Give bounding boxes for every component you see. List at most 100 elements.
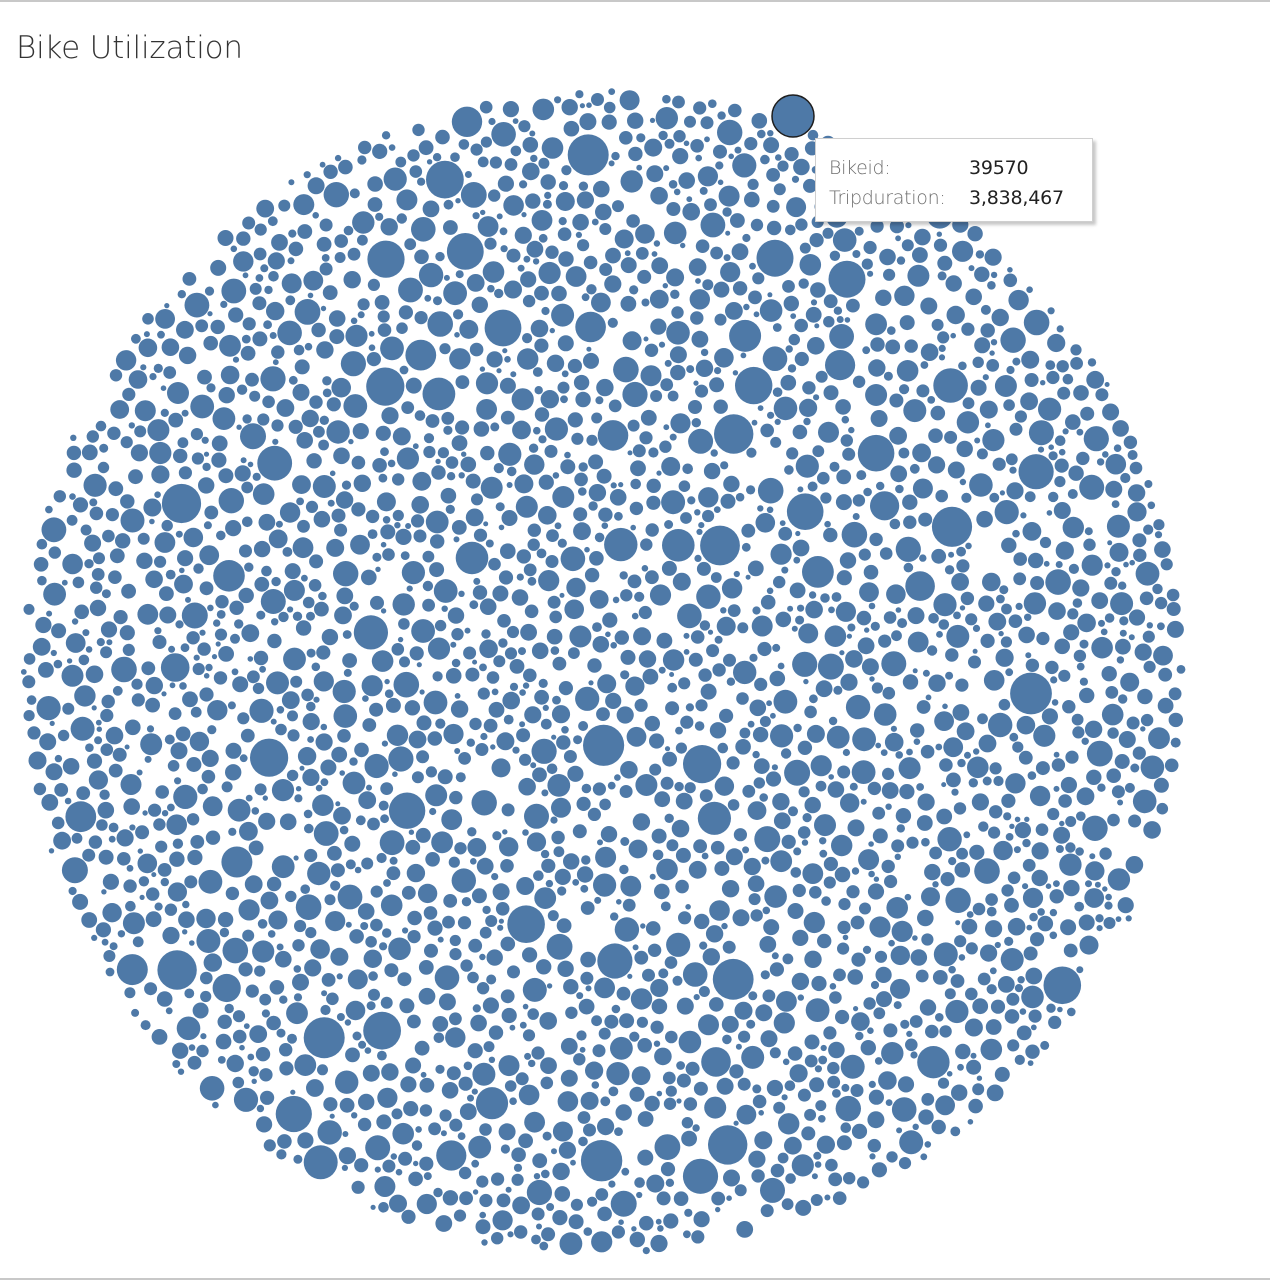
bubble[interactable] — [95, 922, 111, 938]
bubble[interactable] — [738, 1030, 751, 1043]
bubble[interactable] — [649, 873, 656, 880]
bubble[interactable] — [1022, 858, 1036, 872]
bubble[interactable] — [972, 356, 984, 368]
bubble[interactable] — [161, 338, 180, 357]
bubble[interactable] — [1140, 726, 1146, 732]
bubble[interactable] — [667, 390, 679, 402]
bubble[interactable] — [732, 909, 750, 927]
bubble[interactable] — [1118, 581, 1127, 590]
bubble[interactable] — [784, 1136, 802, 1155]
bubble[interactable] — [608, 88, 616, 95]
bubble[interactable] — [897, 1076, 915, 1093]
bubble[interactable] — [51, 816, 65, 830]
bubble[interactable] — [662, 1071, 676, 1085]
bubble[interactable] — [968, 265, 975, 272]
bubble[interactable] — [906, 748, 913, 756]
bubble[interactable] — [367, 197, 383, 212]
bubble[interactable] — [252, 331, 268, 347]
bubble[interactable] — [499, 377, 516, 394]
bubble[interactable] — [336, 1013, 345, 1021]
bubble[interactable] — [1076, 451, 1090, 466]
bubble[interactable] — [1043, 560, 1050, 567]
bubble[interactable] — [956, 440, 973, 458]
bubble[interactable] — [805, 306, 822, 323]
bubble[interactable] — [224, 1003, 234, 1014]
bubble[interactable] — [583, 255, 598, 270]
bubble[interactable] — [707, 629, 714, 635]
bubble[interactable] — [419, 1077, 435, 1093]
bubble[interactable] — [203, 521, 212, 530]
bubble[interactable] — [177, 1068, 185, 1075]
bubble[interactable] — [749, 262, 756, 270]
bubble[interactable] — [898, 1157, 912, 1170]
bubble[interactable] — [277, 320, 302, 346]
bubble[interactable] — [334, 252, 346, 263]
bubble[interactable] — [68, 886, 77, 896]
bubble[interactable] — [454, 842, 467, 855]
bubble[interactable] — [546, 354, 565, 372]
bubble[interactable] — [607, 781, 616, 790]
bubble[interactable] — [192, 1002, 209, 1019]
bubble[interactable] — [204, 286, 215, 296]
bubble[interactable] — [523, 668, 537, 683]
bubble[interactable] — [481, 1239, 488, 1246]
bubble[interactable] — [122, 387, 136, 401]
bubble[interactable] — [587, 658, 602, 673]
bubble[interactable] — [1143, 524, 1154, 535]
bubble[interactable] — [236, 231, 251, 246]
bubble[interactable] — [1004, 1009, 1020, 1024]
bubble[interactable] — [650, 318, 667, 335]
bubble[interactable] — [240, 345, 256, 361]
bubble[interactable] — [352, 423, 369, 440]
bubble[interactable] — [780, 374, 797, 391]
bubble[interactable] — [1073, 385, 1089, 401]
bubble[interactable] — [384, 963, 399, 978]
bubble[interactable] — [522, 1003, 529, 1010]
bubble[interactable] — [536, 548, 547, 559]
bubble[interactable] — [205, 663, 213, 672]
bubble[interactable] — [116, 954, 148, 986]
bubble[interactable] — [276, 1149, 287, 1160]
bubble[interactable] — [229, 600, 244, 615]
bubble[interactable] — [443, 894, 458, 908]
bubble[interactable] — [121, 583, 136, 599]
bubble[interactable] — [975, 250, 985, 259]
bubble[interactable] — [581, 855, 591, 865]
bubble[interactable] — [551, 734, 557, 740]
bubble[interactable] — [1102, 886, 1108, 892]
bubble[interactable] — [583, 352, 599, 369]
bubble[interactable] — [965, 987, 978, 1001]
bubble[interactable] — [632, 813, 651, 831]
bubble[interactable] — [643, 336, 649, 342]
bubble[interactable] — [732, 370, 739, 376]
bubble[interactable] — [544, 191, 552, 199]
bubble[interactable] — [113, 610, 128, 625]
bubble[interactable] — [146, 887, 160, 901]
bubble[interactable] — [1033, 724, 1056, 747]
bubble[interactable] — [829, 991, 842, 1004]
bubble[interactable] — [733, 570, 740, 578]
bubble[interactable] — [777, 662, 785, 670]
bubble[interactable] — [287, 1033, 297, 1044]
bubble[interactable] — [664, 138, 675, 149]
bubble[interactable] — [649, 763, 662, 776]
bubble[interactable] — [149, 373, 157, 381]
bubble[interactable] — [1143, 660, 1156, 674]
bubble[interactable] — [560, 546, 586, 572]
bubble[interactable] — [1009, 466, 1017, 474]
bubble[interactable] — [541, 1169, 550, 1179]
bubble[interactable] — [1050, 676, 1058, 684]
bubble[interactable] — [823, 316, 835, 328]
bubble[interactable] — [988, 826, 1001, 839]
bubble[interactable] — [249, 698, 274, 723]
bubble[interactable] — [437, 936, 444, 943]
bubble[interactable] — [1133, 548, 1147, 562]
bubble[interactable] — [931, 1119, 946, 1135]
bubble[interactable] — [471, 790, 497, 816]
bubble[interactable] — [306, 1079, 324, 1097]
bubble[interactable] — [1041, 708, 1058, 725]
bubble[interactable] — [211, 435, 228, 452]
bubble[interactable] — [418, 262, 444, 288]
bubble[interactable] — [716, 1077, 734, 1095]
bubble[interactable] — [134, 400, 156, 422]
